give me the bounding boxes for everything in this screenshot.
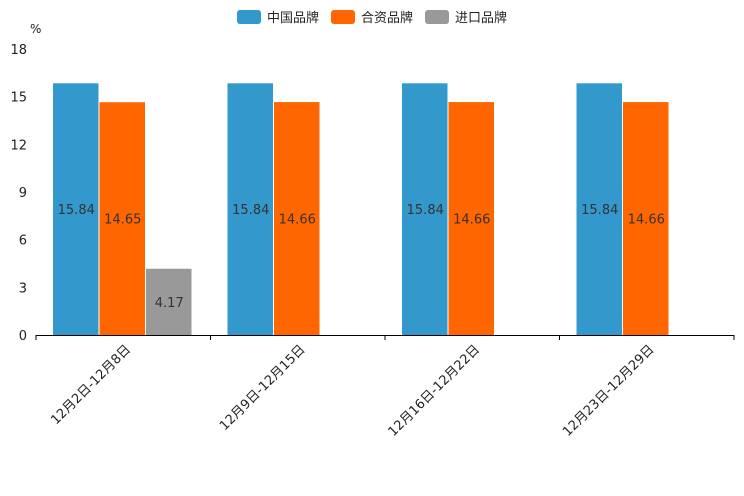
- bar-data-label: 14.66: [453, 213, 490, 228]
- x-category-label: 12月23日-12月29日: [560, 342, 657, 439]
- legend-label-joint-venture-brand: 合资品牌: [360, 11, 413, 26]
- x-category-label: 12月16日-12月22日: [386, 342, 483, 439]
- bar-1-1: [274, 102, 320, 336]
- bar-0-2: [402, 83, 448, 335]
- y-tick-label: 6: [19, 234, 27, 249]
- bar-1-2: [448, 102, 494, 336]
- y-tick-label: 9: [19, 186, 27, 201]
- bar-data-label: 15.84: [581, 203, 618, 218]
- bar-data-label: 15.84: [58, 203, 95, 218]
- y-tick-label: 12: [10, 138, 27, 153]
- bar-data-label: 14.65: [104, 213, 141, 228]
- legend-swatch-china-brand: [236, 9, 261, 24]
- x-category-label: 12月2日-12月8日: [48, 342, 134, 428]
- legend: 中国品牌 合资品牌 进口品牌: [0, 7, 744, 26]
- bar-data-label: 15.84: [232, 203, 269, 218]
- legend-item-joint-venture-brand[interactable]: 合资品牌: [330, 7, 413, 26]
- bar-data-label: 15.84: [407, 203, 444, 218]
- bar-data-label: 4.17: [155, 296, 184, 311]
- bar-0-0: [53, 83, 99, 335]
- y-tick-label: 3: [19, 281, 27, 296]
- bar-data-label: 14.66: [279, 213, 316, 228]
- legend-label-imported-brand: 进口品牌: [455, 11, 508, 26]
- legend-swatch-imported-brand: [425, 9, 449, 24]
- legend-label-china-brand: 中国品牌: [266, 11, 319, 26]
- bar-2-0: [146, 268, 192, 335]
- legend-item-china-brand[interactable]: 中国品牌: [236, 7, 319, 26]
- bar-0-1: [227, 83, 273, 335]
- y-tick-label: 18: [10, 43, 27, 58]
- legend-swatch-joint-venture-brand: [330, 9, 355, 24]
- bar-1-3: [623, 102, 669, 336]
- bar-1-0: [99, 102, 145, 335]
- bar-data-label: 14.66: [628, 213, 665, 228]
- bar-0-3: [576, 83, 622, 335]
- y-tick-label: 15: [10, 91, 27, 106]
- y-tick-label: 0: [19, 329, 27, 344]
- x-category-label: 12月9日-12月15日: [217, 342, 309, 434]
- legend-item-imported-brand[interactable]: 进口品牌: [425, 7, 507, 26]
- y-axis-unit-label: %: [30, 22, 41, 36]
